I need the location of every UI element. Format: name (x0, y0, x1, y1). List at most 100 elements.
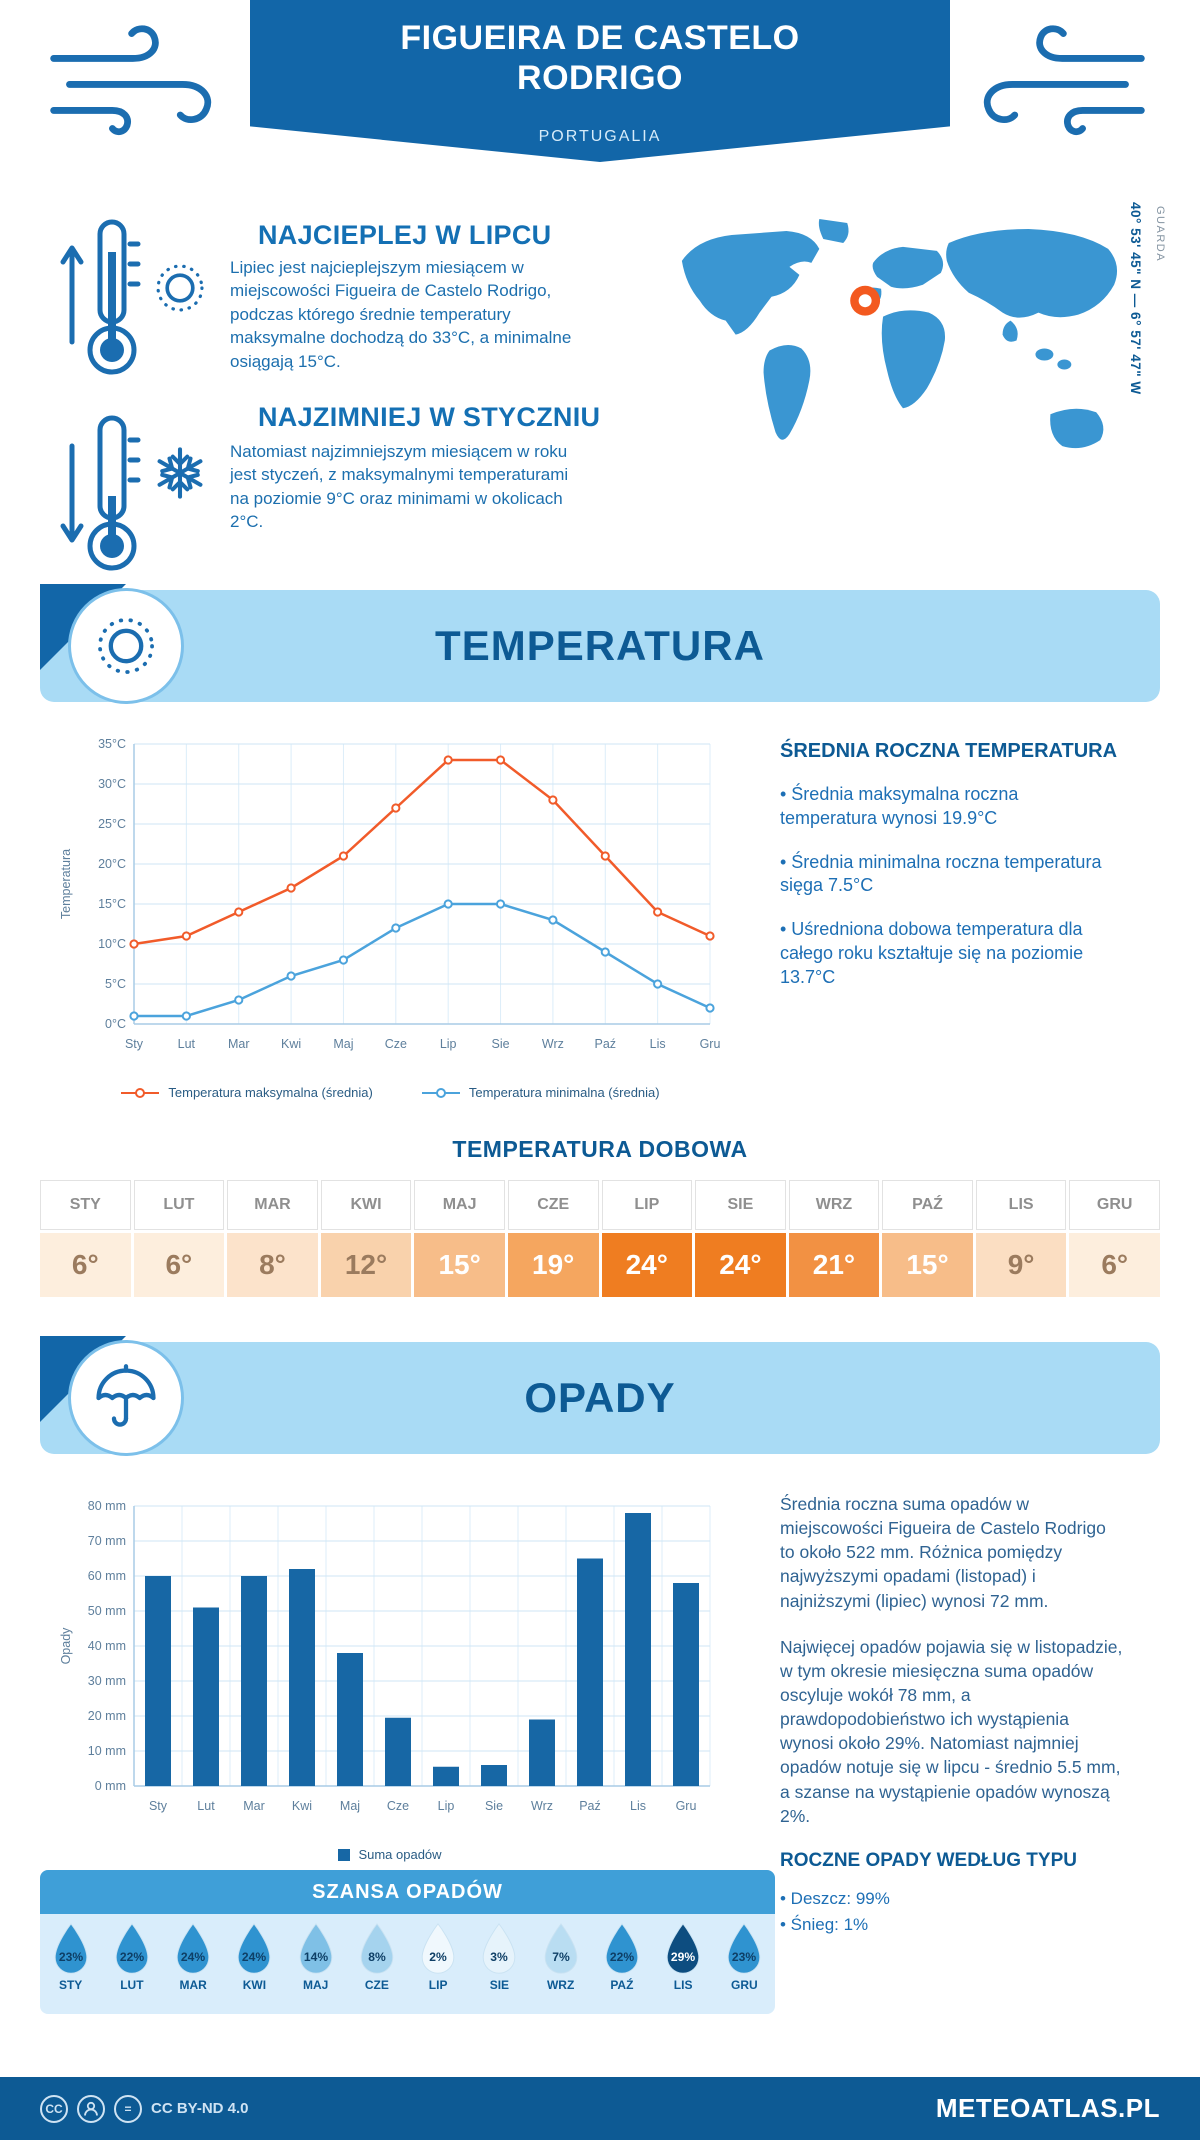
temperature-chart-legend: Temperatura maksymalna (średnia) Temperat… (50, 1085, 730, 1100)
page-title-line1: FIGUEIRA DE CASTELO (400, 19, 800, 57)
svg-text:23%: 23% (59, 1950, 83, 1964)
chance-drop-cell: 14% MAJ (285, 1922, 346, 1992)
svg-text:Kwi: Kwi (292, 1799, 312, 1813)
svg-text:0°C: 0°C (105, 1017, 126, 1031)
daily-table-month: LIP (601, 1180, 693, 1230)
daily-table-value-row: 6° 6° 8° 12° 15° 19° 24° 24° 21° 15° 9° 6° (40, 1233, 1160, 1297)
svg-text:22%: 22% (610, 1950, 634, 1964)
page-title: FIGUEIRA DE CASTELO RODRIGO (250, 0, 950, 98)
svg-text:Sie: Sie (492, 1037, 510, 1051)
svg-text:70 mm: 70 mm (88, 1534, 126, 1548)
no-derivatives-icon: = (114, 2094, 142, 2123)
raindrop-icon: 3% (483, 1923, 516, 1974)
svg-text:Lip: Lip (440, 1037, 457, 1051)
svg-text:Sty: Sty (125, 1037, 144, 1051)
chance-month-label: CZE (364, 1978, 389, 1992)
chance-drops-row: 23% STY 22% LUT 24% MAR 24% KWI 14% MAJ 8% CZE 2% LIP… (40, 1922, 775, 1992)
legend-label: Suma opadów (358, 1847, 442, 1862)
precipitation-summary: Średnia roczna suma opadów w miejscowośc… (780, 1492, 1125, 1939)
svg-text:2%: 2% (429, 1950, 447, 1964)
chance-drop-cell: 2% LIP (408, 1922, 469, 1992)
raindrop-icon: 22% (115, 1923, 149, 1974)
svg-text:Mar: Mar (243, 1799, 265, 1813)
cc-icon: CC (40, 2094, 68, 2123)
svg-text:20°C: 20°C (98, 857, 126, 871)
legend-item: Temperatura maksymalna (średnia) (120, 1085, 373, 1100)
raindrop-icon: 23% (54, 1923, 87, 1974)
chance-month-label: MAR (179, 1978, 207, 1992)
wind-icon (983, 25, 1145, 136)
precipitation-paragraph: Średnia roczna suma opadów w miejscowośc… (780, 1494, 1106, 1611)
daily-table-cell: 8° (227, 1233, 318, 1297)
raindrop-icon: 14% (299, 1923, 332, 1974)
header-banner: FIGUEIRA DE CASTELO RODRIGO PORTUGALIA (250, 0, 950, 162)
chance-drop-cell: 3% SIE (469, 1922, 530, 1992)
daily-table-cell: 6° (1069, 1233, 1160, 1297)
svg-text:Lis: Lis (630, 1799, 646, 1813)
summary-bullet: • Średnia minimalna roczna temperatura s… (780, 851, 1102, 896)
legend-swatch (338, 1848, 351, 1861)
svg-text:24%: 24% (181, 1950, 205, 1964)
location-marker (850, 285, 881, 316)
world-map (681, 219, 1118, 449)
svg-text:Gru: Gru (700, 1037, 721, 1051)
warmest-month-text: Lipiec jest najcieplejszym miesiącem w m… (230, 258, 572, 371)
chance-month-label: WRZ (546, 1978, 575, 1992)
legend-label: Temperatura maksymalna (średnia) (168, 1085, 373, 1100)
svg-text:25°C: 25°C (98, 817, 126, 831)
page-title-line2: RODRIGO (517, 59, 683, 98)
raindrop-icon: 2% (421, 1923, 455, 1974)
precipitation-type-bullet: • Śnieg: 1% (780, 1915, 869, 1935)
chance-of-precipitation-heading: SZANSA OPADÓW (40, 1870, 775, 1914)
svg-text:Lut: Lut (178, 1037, 196, 1051)
daily-temperature-table: STY LUT MAR KWI MAJ CZE LIP SIE WRZ PAŹ LIS GRU 6° 6… (40, 1180, 1160, 1297)
chance-drop-cell: 23% GRU (714, 1922, 775, 1992)
svg-text:40 mm: 40 mm (88, 1639, 126, 1653)
daily-table-cell: 6° (133, 1233, 225, 1297)
svg-text:7%: 7% (552, 1950, 570, 1964)
svg-text:Lut: Lut (197, 1799, 215, 1813)
raindrop-icon: 8% (360, 1923, 394, 1974)
daily-table-month: WRZ (788, 1180, 880, 1230)
daily-table-month: LIS (975, 1180, 1067, 1230)
chance-month-label: STY (58, 1978, 83, 1992)
chance-drop-cell: 7% WRZ (530, 1922, 591, 1992)
chance-drop-cell: 22% PAŹ (591, 1922, 652, 1992)
thermometer-down-icon (60, 415, 141, 571)
svg-text:60 mm: 60 mm (88, 1569, 126, 1583)
svg-text:Mar: Mar (228, 1037, 250, 1051)
raindrop-icon: 29% (666, 1923, 700, 1974)
svg-text:50 mm: 50 mm (88, 1604, 126, 1618)
svg-text:3%: 3% (491, 1950, 509, 1964)
svg-text:29%: 29% (671, 1950, 695, 1964)
svg-text:15°C: 15°C (98, 897, 126, 911)
svg-text:Sty: Sty (149, 1799, 168, 1813)
precipitation-chart-legend: Suma opadów (50, 1847, 730, 1862)
svg-text:Lis: Lis (650, 1037, 666, 1051)
daily-temperature-heading: TEMPERATURA DOBOWA (452, 1136, 748, 1162)
svg-text:Kwi: Kwi (281, 1037, 301, 1051)
thermometer-up-icon (60, 219, 141, 375)
svg-text:Opady: Opady (59, 1627, 73, 1665)
svg-text:8%: 8% (368, 1950, 386, 1964)
precipitation-type-heading: ROCZNE OPADY WEDŁUG TYPU (780, 1849, 1077, 1871)
svg-text:Maj: Maj (340, 1799, 360, 1813)
daily-table-month: KWI (320, 1180, 412, 1230)
daily-table-month: STY (40, 1180, 131, 1230)
legend-item: Temperatura minimalna (średnia) (421, 1085, 660, 1100)
chance-month-label: LIP (428, 1978, 448, 1992)
legend-item: Suma opadów (338, 1847, 442, 1862)
daily-table-month: MAJ (414, 1180, 505, 1230)
svg-text:35°C: 35°C (98, 737, 126, 751)
svg-text:Gru: Gru (676, 1799, 697, 1813)
raindrop-icon: 24% (176, 1923, 210, 1974)
precipitation-banner-badge (68, 1340, 184, 1456)
precipitation-banner-title: OPADY (524, 1374, 676, 1421)
coldest-month-heading: NAJZIMNIEJ W STYCZNIU (258, 402, 601, 432)
daily-table-cell: 19° (507, 1233, 599, 1297)
svg-text:Lip: Lip (438, 1799, 455, 1813)
svg-text:30°C: 30°C (98, 777, 126, 791)
chance-drop-cell: 23% STY (40, 1922, 101, 1992)
precipitation-paragraphs: Średnia roczna suma opadów w miejscowośc… (780, 1492, 1125, 1828)
